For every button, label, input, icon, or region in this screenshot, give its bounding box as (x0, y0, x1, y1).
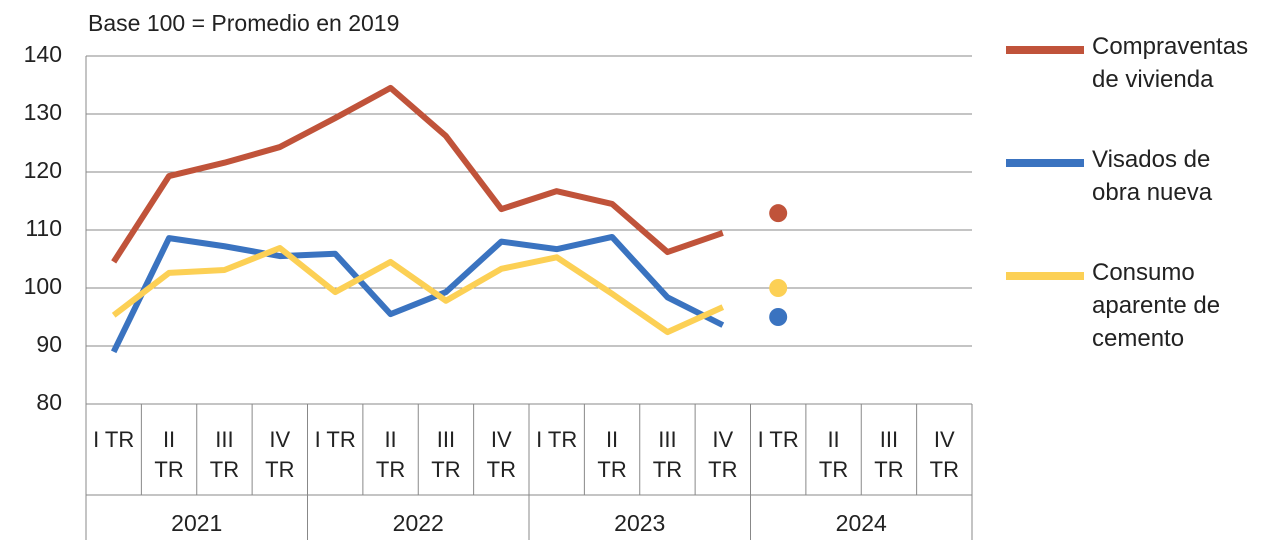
x-tick-label: I TR (536, 427, 578, 452)
group-label: 2021 (171, 510, 222, 536)
group-label: 2022 (393, 510, 444, 536)
x-tick-label: II TR (818, 427, 849, 482)
group-label: 2024 (836, 510, 887, 536)
series-dot (769, 308, 788, 326)
x-tick-label: IV TR (265, 427, 295, 482)
x-tick-label: III TR (874, 427, 904, 482)
x-tick-label: III TR (652, 427, 683, 482)
y-tick-label: 140 (24, 41, 62, 67)
x-tick-label: III TR (209, 427, 240, 482)
x-tick-label: II TR (597, 427, 627, 482)
series-dot (769, 204, 788, 223)
chart-title: Base 100 = Promedio en 2019 (88, 10, 399, 36)
x-tick-label: III TR (431, 427, 461, 482)
x-tick-label: IV TR (486, 427, 516, 482)
y-tick-label: 80 (36, 389, 62, 415)
x-tick-label: I TR (757, 427, 799, 452)
x-tick-label: IV TR (708, 427, 738, 482)
y-tick-label: 90 (36, 331, 62, 357)
legend-label: Compraventas de vivienda (1092, 33, 1249, 93)
legend-label: Consumo aparente de cemento (1092, 259, 1221, 352)
legend-swatch (1006, 272, 1084, 280)
series-line (110, 233, 725, 354)
legend-label: Visados de obra nueva (1092, 146, 1213, 206)
y-tick-label: 100 (24, 273, 62, 299)
y-tick-label: 130 (24, 99, 62, 125)
x-tick-label: II TR (154, 427, 184, 482)
series-dot (769, 279, 788, 297)
y-tick-label: 120 (24, 157, 62, 183)
x-tick-label: IV TR (929, 427, 959, 482)
y-tick-label: 110 (25, 215, 62, 241)
series-line (111, 244, 725, 336)
legend-swatch (1006, 46, 1084, 54)
x-tick-label: II TR (375, 427, 406, 482)
x-tick-label: I TR (93, 427, 135, 452)
series-line (111, 84, 724, 264)
legend-swatch (1006, 159, 1084, 167)
group-label: 2023 (614, 510, 665, 536)
x-tick-label: I TR (314, 427, 356, 452)
